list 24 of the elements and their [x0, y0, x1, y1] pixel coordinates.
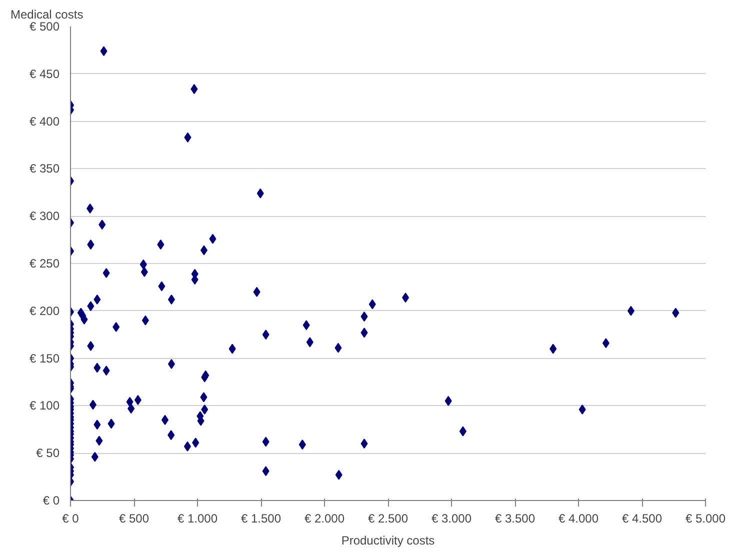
x-tick-label: € 5.000 [685, 512, 726, 526]
y-tick-label: € 50 [36, 446, 60, 460]
x-tick-label: € 4.500 [622, 512, 662, 526]
x-tick-label: € 3.000 [431, 512, 472, 526]
x-tick-label: € 1.500 [240, 512, 282, 526]
y-tick-label: € 300 [29, 209, 60, 224]
y-tick-label: € 0 [42, 494, 60, 508]
y-axis-title: Medical costs [10, 8, 84, 22]
y-tick-label: € 100 [29, 398, 60, 413]
x-tick-label: € 3.500 [494, 512, 536, 526]
x-tick-label: € 1.000 [177, 512, 218, 526]
y-tick-label: € 450 [29, 66, 60, 81]
x-tick-label: € 2.000 [304, 512, 345, 526]
y-tick-label: € 250 [29, 256, 60, 270]
y-tick-label: € 200 [29, 304, 60, 318]
y-tick-label: € 350 [29, 162, 60, 176]
x-tick-label: € 0 [62, 512, 80, 526]
y-tick-label: € 400 [29, 114, 60, 128]
y-tick-label: € 500 [29, 20, 60, 34]
x-tick-label: € 500 [118, 512, 150, 526]
x-axis-title: Productivity costs [341, 534, 435, 548]
y-tick-label: € 150 [29, 351, 60, 366]
x-tick-label: € 4.000 [558, 512, 599, 526]
x-tick-label: € 2.500 [368, 512, 408, 526]
